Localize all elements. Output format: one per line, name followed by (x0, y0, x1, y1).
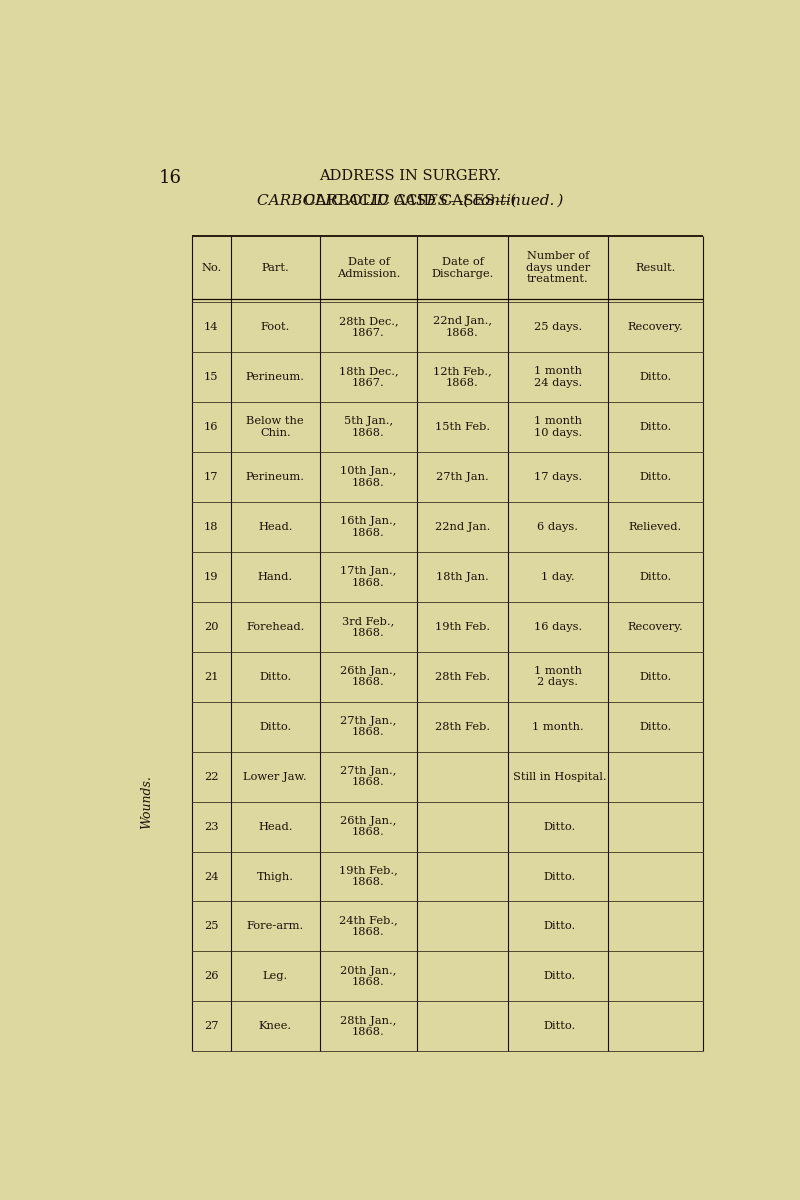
Text: CARBOLIC ACID CASES—( continued. ): CARBOLIC ACID CASES—( continued. ) (257, 194, 563, 208)
Text: 21: 21 (204, 672, 218, 682)
Text: Perineum.: Perineum. (246, 372, 305, 382)
Text: 23: 23 (204, 822, 218, 832)
Text: Part.: Part. (262, 263, 289, 272)
Text: Ditto.: Ditto. (544, 972, 576, 982)
Text: Result.: Result. (635, 263, 675, 272)
Text: 14: 14 (204, 322, 218, 332)
Text: Date of
Discharge.: Date of Discharge. (431, 257, 494, 278)
Text: Leg.: Leg. (262, 972, 288, 982)
Text: Ditto.: Ditto. (639, 472, 671, 482)
Text: 27th Jan.,
1868.: 27th Jan., 1868. (340, 716, 397, 738)
Text: Relieved.: Relieved. (629, 522, 682, 532)
Text: 18th Dec.,
1867.: 18th Dec., 1867. (338, 366, 398, 388)
Text: 20: 20 (204, 622, 218, 631)
Text: 18th Jan.: 18th Jan. (436, 571, 489, 582)
Text: 22: 22 (204, 772, 218, 781)
Text: 16: 16 (204, 422, 218, 432)
Text: Ditto.: Ditto. (639, 571, 671, 582)
Text: 24th Feb.,
1868.: 24th Feb., 1868. (339, 916, 398, 937)
Text: Ditto.: Ditto. (639, 372, 671, 382)
Text: No.: No. (201, 263, 222, 272)
Text: CARBOLIC ACID CASES—(: CARBOLIC ACID CASES—( (304, 194, 516, 208)
Text: Recovery.: Recovery. (627, 322, 683, 332)
Text: 26th Jan.,
1868.: 26th Jan., 1868. (340, 816, 397, 838)
Text: Ditto.: Ditto. (639, 721, 671, 732)
Text: 3rd Feb.,
1868.: 3rd Feb., 1868. (342, 616, 394, 637)
Text: Ditto.: Ditto. (544, 871, 576, 882)
Text: Still in Hospital.: Still in Hospital. (513, 772, 606, 781)
Text: Thigh.: Thigh. (257, 871, 294, 882)
Text: Perineum.: Perineum. (246, 472, 305, 482)
Text: 1 month
24 days.: 1 month 24 days. (534, 366, 582, 388)
Text: ADDRESS IN SURGERY.: ADDRESS IN SURGERY. (319, 169, 501, 182)
Text: Number of
days under
treatment.: Number of days under treatment. (526, 251, 590, 284)
Text: 25: 25 (204, 922, 218, 931)
Text: Hand.: Hand. (258, 571, 293, 582)
Text: 5th Jan.,
1868.: 5th Jan., 1868. (344, 416, 393, 438)
Text: Ditto.: Ditto. (639, 672, 671, 682)
Text: Date of
Admission.: Date of Admission. (337, 257, 400, 278)
Text: 28th Dec.,
1867.: 28th Dec., 1867. (338, 316, 398, 337)
Text: Knee.: Knee. (258, 1021, 292, 1031)
Text: 12th Feb.,
1868.: 12th Feb., 1868. (433, 366, 492, 388)
Text: 15th Feb.: 15th Feb. (435, 422, 490, 432)
Text: Wounds.: Wounds. (140, 775, 153, 828)
Text: 26: 26 (204, 972, 218, 982)
Text: 28th Jan.,
1868.: 28th Jan., 1868. (340, 1015, 397, 1037)
Text: 17: 17 (204, 472, 218, 482)
Text: Lower Jaw.: Lower Jaw. (243, 772, 307, 781)
Text: 27: 27 (204, 1021, 218, 1031)
Text: 17 days.: 17 days. (534, 472, 582, 482)
Text: 27th Jan.,
1868.: 27th Jan., 1868. (340, 766, 397, 787)
Text: 26th Jan.,
1868.: 26th Jan., 1868. (340, 666, 397, 688)
Text: 24: 24 (204, 871, 218, 882)
Text: 15: 15 (204, 372, 218, 382)
Text: 1 month
10 days.: 1 month 10 days. (534, 416, 582, 438)
Text: 18: 18 (204, 522, 218, 532)
Text: 25 days.: 25 days. (534, 322, 582, 332)
Text: 10th Jan.,
1868.: 10th Jan., 1868. (340, 466, 397, 487)
Text: Ditto.: Ditto. (259, 721, 291, 732)
Text: 17th Jan.,
1868.: 17th Jan., 1868. (340, 566, 397, 588)
Text: 16 days.: 16 days. (534, 622, 582, 631)
Text: Ditto.: Ditto. (544, 922, 576, 931)
Text: 19th Feb.: 19th Feb. (435, 622, 490, 631)
Text: 1 month
2 days.: 1 month 2 days. (534, 666, 582, 688)
Text: 28th Feb.: 28th Feb. (435, 721, 490, 732)
Text: 16: 16 (159, 169, 182, 187)
Text: Ditto.: Ditto. (544, 1021, 576, 1031)
Text: 28th Feb.: 28th Feb. (435, 672, 490, 682)
Text: 1 day.: 1 day. (541, 571, 574, 582)
Text: 6 days.: 6 days. (538, 522, 578, 532)
Text: 22nd Jan.,
1868.: 22nd Jan., 1868. (433, 316, 492, 337)
Text: 1 month.: 1 month. (532, 721, 584, 732)
Text: Ditto.: Ditto. (259, 672, 291, 682)
Text: 20th Jan.,
1868.: 20th Jan., 1868. (340, 966, 397, 988)
Text: Head.: Head. (258, 822, 293, 832)
Text: Foot.: Foot. (261, 322, 290, 332)
Text: 19th Feb.,
1868.: 19th Feb., 1868. (339, 865, 398, 887)
Text: Recovery.: Recovery. (627, 622, 683, 631)
Text: 19: 19 (204, 571, 218, 582)
Text: 22nd Jan.: 22nd Jan. (435, 522, 490, 532)
Text: Head.: Head. (258, 522, 293, 532)
Text: Ditto.: Ditto. (639, 422, 671, 432)
Text: 27th Jan.: 27th Jan. (436, 472, 489, 482)
Text: Below the
Chin.: Below the Chin. (246, 416, 304, 438)
Text: 16th Jan.,
1868.: 16th Jan., 1868. (340, 516, 397, 538)
Text: Fore-arm.: Fore-arm. (246, 922, 304, 931)
Text: Ditto.: Ditto. (544, 822, 576, 832)
Text: Forehead.: Forehead. (246, 622, 305, 631)
